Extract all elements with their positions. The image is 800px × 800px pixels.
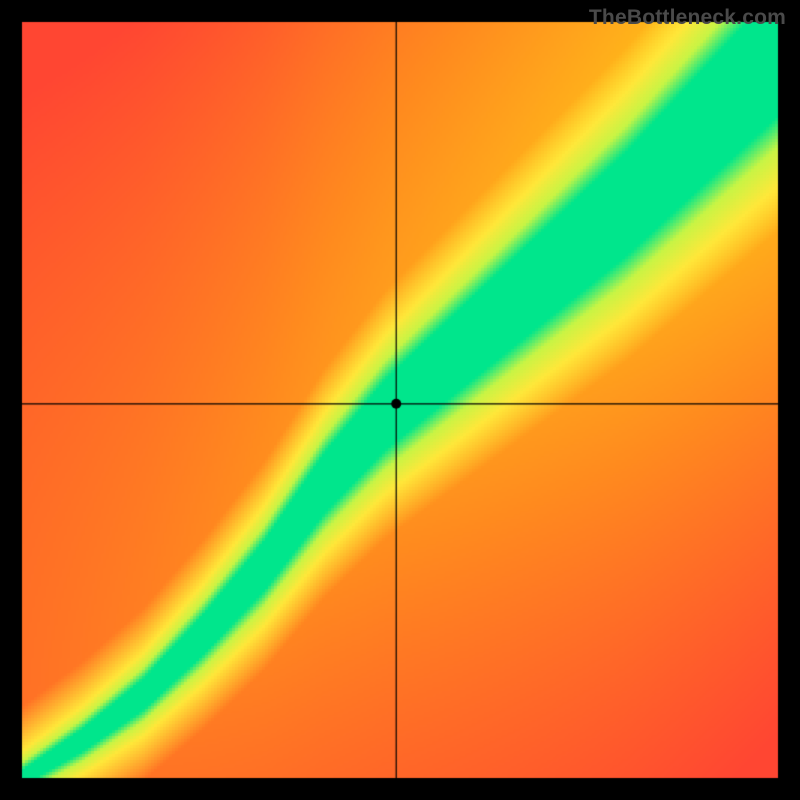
bottleneck-heatmap [0, 0, 800, 800]
chart-container: TheBottleneck.com [0, 0, 800, 800]
